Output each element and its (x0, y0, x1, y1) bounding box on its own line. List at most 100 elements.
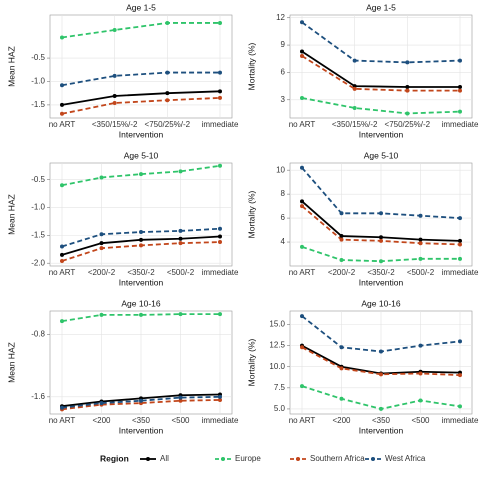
y-tick-label: 9 (281, 40, 286, 49)
point (60, 83, 64, 88)
y-tick-label: 8 (281, 189, 286, 198)
y-tick-label: 7.5 (274, 383, 286, 392)
point (165, 98, 170, 103)
x-tick-label: <500/-2 (407, 268, 435, 277)
point (339, 366, 344, 371)
y-axis-title: Mortality (%) (246, 190, 256, 238)
series-line (61, 90, 221, 106)
series-line (61, 313, 220, 323)
y-tick-label: 6 (281, 213, 286, 222)
x-tick-label: immediate (202, 120, 239, 129)
point (139, 243, 143, 248)
y-tick-label: 12 (276, 13, 285, 22)
x-tick-label: no ART (49, 120, 76, 129)
y-tick-label: 5.0 (274, 404, 286, 413)
point (339, 396, 344, 401)
point (99, 401, 104, 406)
point (178, 169, 183, 174)
point (139, 398, 143, 403)
point (458, 109, 462, 114)
point (418, 213, 423, 218)
point (458, 88, 462, 93)
chart-title: Age 1-5 (366, 2, 396, 12)
point (352, 105, 357, 110)
point (379, 238, 383, 243)
point (218, 226, 222, 231)
y-axis-title: Mortality (%) (246, 338, 256, 386)
point (218, 95, 222, 100)
x-tick-label: <500/-2 (167, 268, 195, 277)
chart-title: Age 5-10 (124, 150, 159, 160)
x-tick-label: <350/-2 (127, 268, 155, 277)
series-line (301, 55, 460, 92)
point (218, 163, 222, 168)
y-tick-label: -0.5 (31, 53, 45, 62)
legend-swatch-point (296, 457, 300, 461)
point (379, 406, 383, 411)
legend-label: West Africa (385, 454, 426, 463)
series-line (61, 96, 221, 115)
x-tick-label: no ART (49, 268, 76, 277)
point (352, 84, 357, 89)
legend-swatch-point (371, 457, 375, 461)
point (139, 172, 143, 177)
x-tick-label: <500 (411, 416, 430, 425)
x-axis-title: Intervention (119, 277, 164, 287)
point (218, 312, 222, 317)
legend-label: All (160, 454, 169, 463)
point (339, 211, 344, 216)
series-line (301, 97, 461, 115)
y-tick-label: -1.5 (31, 100, 45, 109)
point (418, 398, 423, 403)
x-tick-label: no ART (289, 416, 316, 425)
x-tick-label: immediate (202, 416, 239, 425)
x-axis-title: Intervention (359, 425, 404, 435)
x-tick-label: no ART (289, 120, 316, 129)
x-tick-label: <200 (332, 416, 351, 425)
point (300, 20, 304, 25)
y-tick-label: 4 (281, 237, 286, 246)
point (165, 20, 170, 25)
point (60, 111, 64, 116)
x-axis-title: Intervention (119, 129, 164, 139)
point (300, 204, 304, 209)
point (300, 314, 304, 319)
point (458, 339, 462, 344)
point (139, 237, 143, 242)
series-line (61, 395, 221, 409)
point (300, 384, 304, 389)
x-tick-label: <350/15%/-2 (332, 120, 378, 129)
x-tick-label: immediate (442, 416, 479, 425)
point (458, 373, 462, 378)
y-tick-label: -1.0 (31, 77, 45, 86)
chart-title: Age 5-10 (364, 150, 399, 160)
point (60, 258, 64, 263)
point (379, 349, 383, 354)
point (405, 88, 410, 93)
point (60, 102, 64, 107)
point (60, 252, 64, 257)
series-line (61, 164, 221, 187)
point (99, 312, 104, 317)
point (112, 93, 117, 98)
point (165, 70, 170, 75)
point (218, 394, 222, 399)
legend-swatch-point (221, 457, 225, 461)
point (300, 49, 304, 54)
point (139, 230, 143, 235)
y-tick-label: -1.0 (31, 203, 45, 212)
point (379, 259, 383, 264)
y-tick-label: 15.0 (269, 320, 285, 329)
point (300, 199, 304, 204)
chart-title: Age 1-5 (126, 2, 156, 12)
x-tick-label: <350/-2 (367, 268, 395, 277)
point (418, 241, 423, 246)
point (379, 211, 383, 216)
y-axis-title: Mean HAZ (6, 342, 16, 383)
point (300, 165, 304, 170)
point (339, 237, 344, 242)
point (178, 395, 183, 400)
point (218, 89, 222, 94)
point (99, 241, 104, 246)
